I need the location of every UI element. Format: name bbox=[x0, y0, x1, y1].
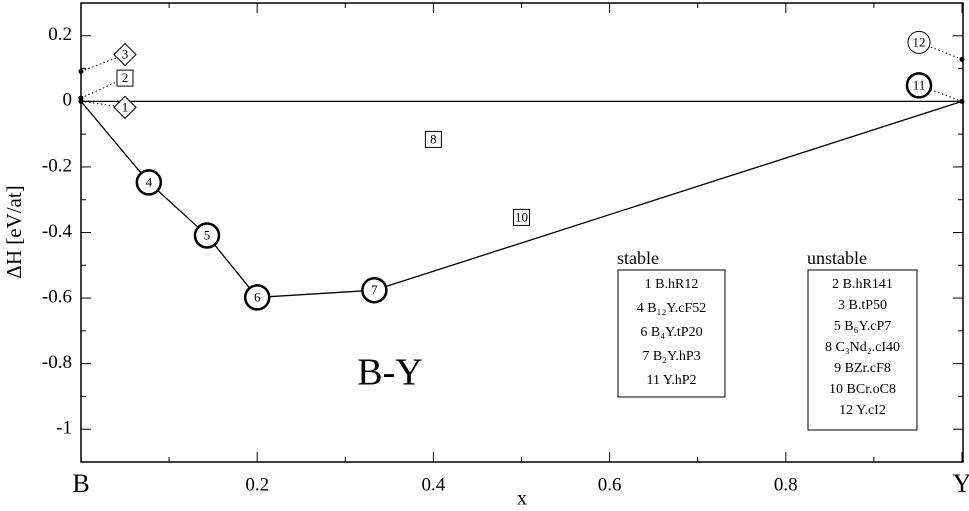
system-annotation: B-Y bbox=[357, 352, 422, 394]
point-label: 2 bbox=[122, 70, 129, 85]
y-tick-label: -0.8 bbox=[42, 352, 72, 373]
x-axis-label: x bbox=[517, 488, 527, 510]
point-label: 6 bbox=[254, 289, 261, 304]
point-label: 7 bbox=[371, 282, 378, 297]
point-marker bbox=[113, 95, 137, 120]
legend-entry: 2 B.hR141 bbox=[832, 277, 893, 292]
legend-entry: 9 BZr.cF8 bbox=[834, 361, 891, 376]
legend-title: stable bbox=[617, 248, 659, 268]
legend-box bbox=[617, 269, 726, 398]
y-tick-label: -1 bbox=[56, 418, 72, 439]
x-tick-label: 0.4 bbox=[422, 474, 446, 495]
point-label: 10 bbox=[515, 209, 528, 224]
legend-entry: 11 Y.hP2 bbox=[646, 373, 696, 388]
y-tick-label: -0.4 bbox=[42, 221, 73, 242]
x-tick-label: B bbox=[72, 469, 89, 498]
point-marker bbox=[361, 276, 388, 304]
point-marker bbox=[513, 208, 530, 226]
point-marker bbox=[905, 72, 933, 99]
point-marker bbox=[135, 169, 163, 196]
legend-entry: 5 B₆Y.cP7 bbox=[834, 319, 892, 334]
y-tick-label: 0.2 bbox=[48, 24, 72, 45]
point-marker bbox=[193, 222, 221, 249]
legend-entry: 3 B.tP50 bbox=[838, 298, 887, 313]
point-label: 5 bbox=[204, 227, 211, 242]
point-marker bbox=[424, 130, 442, 148]
y-axis-label: ΔH [eV/at] bbox=[2, 185, 26, 278]
x-tick-label: 0.8 bbox=[774, 474, 798, 495]
legend-entry: 4 B₁₂Y.cF52 bbox=[637, 301, 706, 316]
x-tick-label: Y bbox=[953, 469, 969, 498]
point-label: 3 bbox=[122, 47, 129, 62]
point-marker bbox=[116, 69, 134, 87]
legend-entry: 10 BCr.oC8 bbox=[829, 382, 896, 397]
point-label: 1 bbox=[122, 99, 129, 114]
point-marker bbox=[907, 30, 931, 54]
point-label: 4 bbox=[146, 174, 153, 189]
point-label: 12 bbox=[913, 34, 926, 49]
x-tick-label: 0.6 bbox=[598, 474, 622, 495]
point-label: 11 bbox=[913, 77, 926, 92]
point-label: 8 bbox=[430, 131, 437, 146]
legend-entry: 1 B.hR12 bbox=[645, 277, 699, 292]
legend-entry: 8 C₃Nd₂.cI40 bbox=[825, 340, 900, 355]
y-tick-label: -0.6 bbox=[42, 286, 72, 307]
legend-box bbox=[807, 269, 918, 431]
x-tick-label: 0.2 bbox=[245, 474, 269, 495]
legend-entry: 12 Y.cI2 bbox=[839, 403, 886, 418]
y-tick-label: -0.2 bbox=[42, 155, 72, 176]
legend-title: unstable bbox=[807, 248, 867, 268]
point-marker bbox=[113, 42, 137, 67]
legend-entry: 7 B₂Y.hP3 bbox=[642, 349, 700, 364]
point-marker bbox=[243, 284, 271, 311]
hull-line bbox=[80, 100, 963, 299]
legend-entry: 6 B₄Y.tP20 bbox=[640, 325, 702, 340]
y-tick-label: 0 bbox=[63, 90, 73, 111]
